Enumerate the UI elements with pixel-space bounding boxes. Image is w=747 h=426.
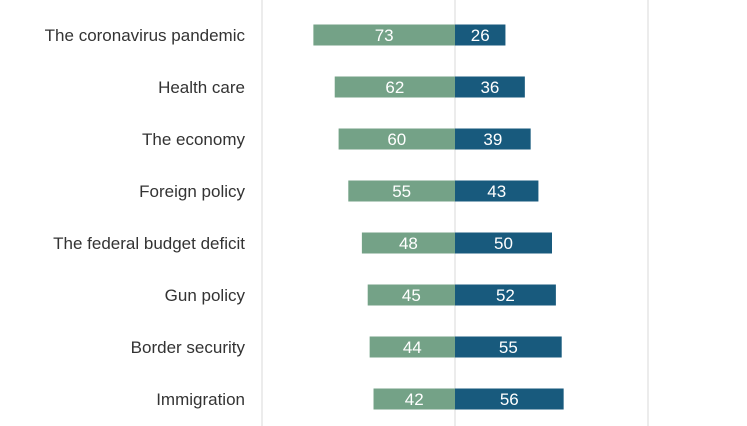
bar-right [455, 180, 539, 202]
bar-left-value-label: 55 [392, 182, 411, 201]
bar-right-value-label: 50 [494, 234, 513, 253]
bar-left-value-label: 60 [387, 130, 406, 149]
bar-right [455, 284, 556, 306]
bar-right-value-label: 55 [499, 338, 518, 357]
bar-right-value-label: 43 [487, 182, 506, 201]
bar-left [369, 336, 455, 358]
category-label: The economy [142, 130, 245, 149]
bar-right [455, 336, 562, 358]
bar-right-value-label: 36 [480, 78, 499, 97]
bar-right-value-label: 52 [496, 286, 515, 305]
bar-left [373, 388, 455, 410]
bar-left [361, 232, 455, 254]
bar-right-value-label: 56 [500, 390, 519, 409]
category-label: Foreign policy [139, 182, 245, 201]
bar-right [455, 232, 552, 254]
bar-right-value-label: 39 [483, 130, 502, 149]
bar-right [455, 128, 531, 150]
bar-right-value-label: 26 [471, 26, 490, 45]
bar-left-value-label: 42 [405, 390, 424, 409]
category-labels: The coronavirus pandemic Health care The e… [45, 26, 246, 409]
bar-left [313, 24, 455, 46]
bar-left [348, 180, 455, 202]
bar-left [367, 284, 455, 306]
category-label: The federal budget deficit [53, 234, 245, 253]
bar-right [455, 76, 525, 98]
gridlines [261, 0, 649, 426]
bar-left [334, 76, 455, 98]
bar-left-value-label: 48 [399, 234, 418, 253]
bar-left-value-label: 73 [375, 26, 394, 45]
category-label: The coronavirus pandemic [45, 26, 246, 45]
bar-left-value-label: 45 [402, 286, 421, 305]
category-label: Gun policy [165, 286, 246, 305]
category-label: Border security [131, 338, 246, 357]
bars: 73 26 62 36 60 39 55 43 48 50 45 52 44 55 42 56 [313, 24, 564, 410]
bar-left-value-label: 44 [403, 338, 422, 357]
category-label: Immigration [156, 390, 245, 409]
bar-left [338, 128, 455, 150]
bar-left-value-label: 62 [385, 78, 404, 97]
bar-right [455, 24, 506, 46]
category-label: Health care [158, 78, 245, 97]
bar-right [455, 388, 564, 410]
